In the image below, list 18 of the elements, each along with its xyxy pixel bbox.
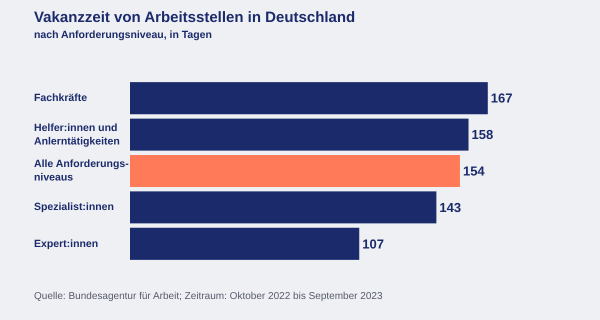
- data-label: 143: [439, 200, 462, 215]
- data-label: 154: [462, 164, 486, 178]
- bar: [130, 82, 488, 114]
- y-tick-label: Spezialist:innen: [34, 201, 114, 213]
- y-tick-label: Alle Anforderungs- niveaus: [34, 158, 130, 184]
- bar: [130, 228, 360, 260]
- chart-subtitle: nach Anforderungsniveau, in Tagen: [34, 29, 212, 41]
- chart-title: Vakanzzeit von Arbeitsstellen in Deutschland: [34, 9, 356, 26]
- y-tick-label: Fachkräfte: [34, 92, 88, 104]
- data-label: 158: [472, 127, 494, 142]
- data-label: 167: [490, 90, 513, 106]
- y-tick-label: Helfer:innen und Anlerntätigkeiten: [34, 122, 120, 148]
- bar: [130, 191, 436, 224]
- bar: [130, 118, 469, 151]
- bar: [130, 154, 460, 188]
- y-tick-label: Expert:innen: [34, 238, 98, 250]
- data-label: 107: [362, 236, 384, 252]
- source-note: Quelle: Bundesagentur für Arbeit; Zeitraum: Oktober 2022 bis September 2023: [34, 291, 383, 302]
